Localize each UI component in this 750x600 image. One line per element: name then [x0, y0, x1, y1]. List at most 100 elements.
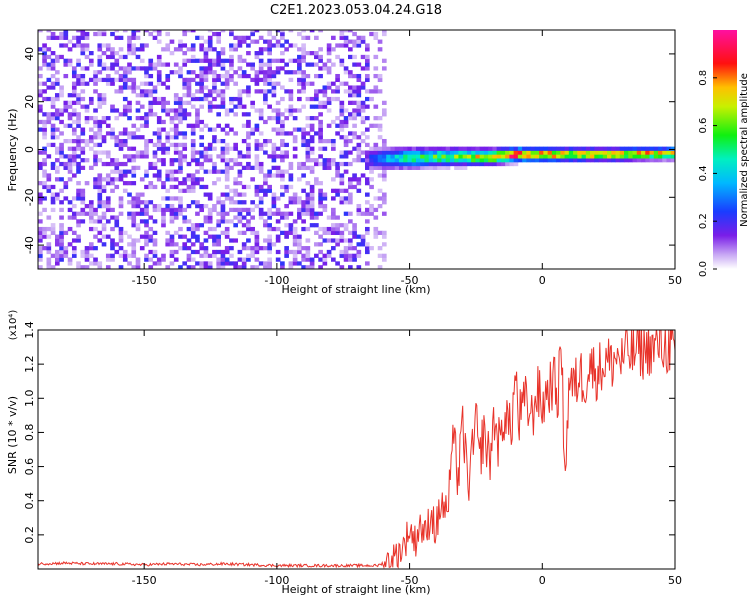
spectrogram-cell [386, 150, 391, 155]
spectrogram-cell [352, 85, 357, 90]
spectrogram-cell [364, 219, 370, 224]
spectrogram-cell [348, 238, 353, 243]
spectrogram-cell [581, 158, 587, 163]
spectrogram-cell [224, 261, 230, 266]
spectrogram-cell [263, 246, 268, 251]
spectrogram-cell [178, 142, 183, 148]
spectrogram-cell [339, 108, 345, 113]
spectrogram-cell [662, 154, 667, 159]
spectrogram-cell [381, 253, 387, 258]
spectrogram-cell [348, 150, 353, 155]
spectrogram-cell [352, 100, 357, 105]
spectrogram-cell [373, 196, 379, 201]
spectrogram-cell [76, 116, 81, 121]
spectrogram-cell [42, 135, 47, 140]
spectrogram-cell [492, 161, 498, 167]
spectrogram-cell [131, 219, 137, 224]
spectrogram-cell [449, 146, 455, 151]
spectrogram-cell [80, 104, 86, 109]
spectrogram-cell [127, 200, 132, 205]
spectrogram-cell [364, 116, 370, 121]
spectrogram-cell [93, 177, 98, 182]
spectrogram-cell [645, 150, 650, 155]
spectrogram-cell [241, 89, 247, 94]
spectrogram-cell [462, 146, 468, 151]
spectrogram-cell [207, 108, 213, 113]
spectrogram-cell [186, 70, 192, 75]
spectrogram-cell [186, 30, 192, 33]
spectrogram-cell [339, 81, 345, 86]
spectrogram-cell [173, 100, 179, 105]
spectrogram-cell [381, 31, 387, 37]
spectrogram-cell [207, 219, 213, 224]
spectrogram-cell [216, 35, 222, 40]
spectrogram-cell [178, 226, 183, 232]
spectrogram-cell [297, 58, 302, 63]
spectrogram-cell [509, 150, 515, 155]
spectrogram-cell [241, 138, 247, 144]
spectrogram-cell [156, 142, 162, 148]
spectrogram-cell [131, 196, 137, 201]
spectrogram-cell [254, 81, 260, 86]
spectrogram-cell [301, 161, 306, 167]
spectrogram-cell [237, 257, 243, 262]
spectrogram-cell [71, 89, 77, 94]
spectrogram-cell [71, 158, 77, 163]
spectrogram-cell [88, 203, 94, 209]
spectrogram-cell [462, 161, 468, 167]
spectrogram-cell [305, 165, 311, 170]
spectrogram-cell [80, 249, 86, 255]
spectrogram-cell [428, 161, 434, 167]
spectrogram-cell [169, 196, 175, 201]
spectrogram-cell [118, 253, 124, 258]
spectrogram-cell [212, 242, 217, 247]
spectrogram-cell [250, 230, 255, 235]
spectrogram-cell [258, 207, 264, 213]
spectrogram-cell [343, 249, 349, 255]
spectrogram-cell [207, 100, 213, 105]
spectrogram-cell [229, 58, 234, 63]
spectrogram-cell [394, 165, 400, 170]
spectrogram-cell [373, 142, 379, 148]
colorbar-label: Normalized spectral amplitude [739, 73, 750, 227]
spectrogram-cell [284, 249, 289, 255]
spectrogram-cell [173, 242, 179, 247]
snr-ytick-label: 1.0 [23, 390, 36, 408]
spectrogram-cell [71, 230, 77, 235]
spectrogram-cell [186, 123, 192, 128]
spectrogram-cell [127, 215, 132, 220]
spectrogram-cell [93, 116, 98, 121]
spectrogram-cell [505, 161, 510, 167]
spectrogram-cell [271, 108, 277, 113]
spectrogram-cell [67, 100, 73, 105]
spectrogram-cell [207, 35, 213, 40]
spectrogram-cell [97, 127, 103, 132]
spectrogram-cell [135, 200, 141, 205]
spectrogram-cell [224, 123, 230, 128]
spectrogram-cell [59, 238, 64, 243]
spectrogram-cell [241, 261, 247, 266]
spectrogram-cell [224, 70, 230, 75]
spectrogram-cell [110, 54, 115, 60]
spectrogram-cell [93, 31, 98, 37]
spectrogram-cell [420, 165, 425, 170]
spectrogram-cell [356, 112, 362, 117]
spectrogram-cell [352, 31, 357, 37]
spectrogram-cell [118, 142, 124, 148]
spectrogram-cell [195, 203, 200, 209]
spectrogram-cell [220, 265, 226, 269]
spectrogram-cell [114, 116, 120, 121]
spectrogram-cell [203, 58, 209, 63]
spectrogram-cell [246, 207, 251, 213]
spectrogram-cell [220, 230, 226, 235]
spectrogram-cell [131, 135, 137, 140]
spectrogram-cell [144, 30, 149, 33]
spectrogram-cell [373, 73, 379, 79]
spectrogram-cell [54, 249, 60, 255]
spectrogram-cell [301, 51, 306, 56]
spectrogram-cell [263, 96, 268, 102]
spectrogram-cell [373, 215, 379, 220]
spectrogram-cell [271, 173, 277, 178]
spectrogram-cell [309, 169, 315, 174]
spectrogram-cell [564, 154, 570, 159]
